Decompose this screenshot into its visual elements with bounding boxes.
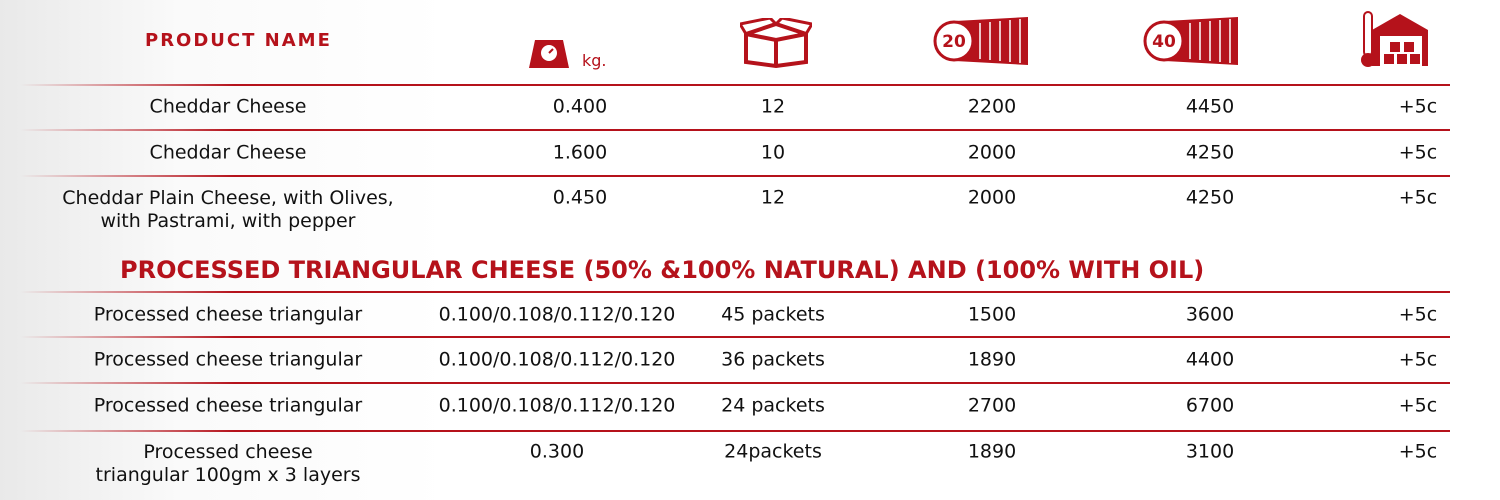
container-40: 4250 — [1185, 141, 1235, 164]
storage-temp: +5c — [1398, 303, 1438, 326]
container-20: 1890 — [967, 440, 1017, 463]
container-40: 4450 — [1185, 95, 1235, 118]
container-20: 1890 — [967, 348, 1017, 371]
storage-temp: +5c — [1398, 141, 1438, 164]
pack-count: 12 — [760, 95, 786, 118]
pack-count: 10 — [760, 141, 786, 164]
product-name: Cheddar Plain Cheese, with Olives, with … — [62, 187, 394, 232]
weight: 0.400 — [552, 95, 608, 118]
row-divider — [20, 129, 1450, 131]
container-20: 1500 — [967, 303, 1017, 326]
row-divider — [20, 382, 1450, 384]
container-40: 6700 — [1185, 394, 1235, 417]
storage-temp: +5c — [1398, 394, 1438, 417]
container-40: 4400 — [1185, 348, 1235, 371]
container-20-icon: 20 — [933, 17, 1028, 65]
container-20: 2700 — [967, 394, 1017, 417]
row-divider — [20, 84, 1450, 86]
unit-label: kg. — [582, 51, 607, 70]
column-header: PRODUCT NAME — [145, 30, 332, 51]
pack-count: 12 — [760, 186, 786, 209]
product-name: Processed cheese triangular — [93, 394, 363, 417]
storage-temp: +5c — [1398, 95, 1438, 118]
pack-count: 24packets — [724, 440, 822, 463]
container-size: 20 — [942, 32, 966, 52]
storage-temp: +5c — [1398, 186, 1438, 209]
row-divider — [20, 336, 1450, 338]
container-40: 3600 — [1185, 303, 1235, 326]
product-name: Cheddar Cheese — [149, 95, 307, 118]
container-20: 2000 — [967, 186, 1017, 209]
container-size: 40 — [1152, 32, 1176, 52]
row-divider — [20, 175, 1450, 177]
container-20: 2200 — [967, 95, 1017, 118]
weight: 0.100/0.108/0.112/0.120 — [438, 348, 676, 371]
container-40: 4250 — [1185, 186, 1235, 209]
box-icon — [740, 18, 812, 68]
weight: 1.600 — [552, 141, 608, 164]
weight: 0.300 — [529, 440, 585, 463]
product-name: Processed cheese triangular — [93, 303, 363, 326]
pack-count: 24 packets — [721, 394, 825, 417]
row-divider — [20, 430, 1450, 432]
weight: 0.450 — [552, 186, 608, 209]
weight: 0.100/0.108/0.112/0.120 — [438, 303, 676, 326]
storage-temp: +5c — [1398, 440, 1438, 463]
weight-icon: kg. — [529, 40, 607, 70]
storage-temp: +5c — [1398, 348, 1438, 371]
weight: 0.100/0.108/0.112/0.120 — [438, 394, 676, 417]
section-title: PROCESSED TRIANGULAR CHEESE (50% &100% N… — [120, 256, 1205, 284]
container-20: 2000 — [967, 141, 1017, 164]
product-name: Cheddar Cheese — [149, 141, 307, 164]
pack-count: 36 packets — [721, 348, 825, 371]
pack-count: 45 packets — [721, 303, 825, 326]
storage-icon — [1361, 11, 1428, 67]
product-name: Processed cheese triangular 100gm x 3 la… — [95, 441, 361, 486]
container-40: 3100 — [1185, 440, 1235, 463]
container-40-icon: 40 — [1143, 17, 1238, 65]
product-name: Processed cheese triangular — [93, 348, 363, 371]
row-divider — [20, 291, 1450, 293]
